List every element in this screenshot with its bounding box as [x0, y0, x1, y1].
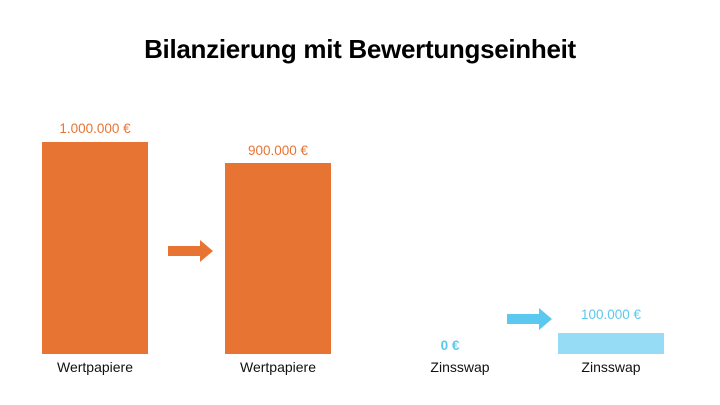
bar-wertpapiere-before — [42, 142, 148, 354]
bar-wertpapiere-after — [225, 163, 331, 354]
value-label-wertpapiere-before: 1.000.000 € — [59, 121, 131, 136]
category-label-wertpapiere-before: Wertpapiere — [56, 359, 133, 375]
category-label-zinsswap-before: Zinsswap — [430, 359, 490, 375]
arrow-right-icon — [168, 240, 213, 262]
category-label-zinsswap-after: Zinsswap — [581, 359, 641, 375]
arrow-right-icon — [507, 308, 552, 330]
chart-title: Bilanzierung mit Bewertungseinheit — [144, 34, 576, 64]
value-label-zinsswap-before: 0 € — [440, 338, 460, 353]
value-label-zinsswap-after: 100.000 € — [580, 307, 642, 322]
category-label-wertpapiere-after: Wertpapiere — [239, 359, 316, 375]
value-label-wertpapiere-after: 900.000 € — [247, 143, 309, 158]
bar-zinsswap-after — [558, 333, 664, 354]
